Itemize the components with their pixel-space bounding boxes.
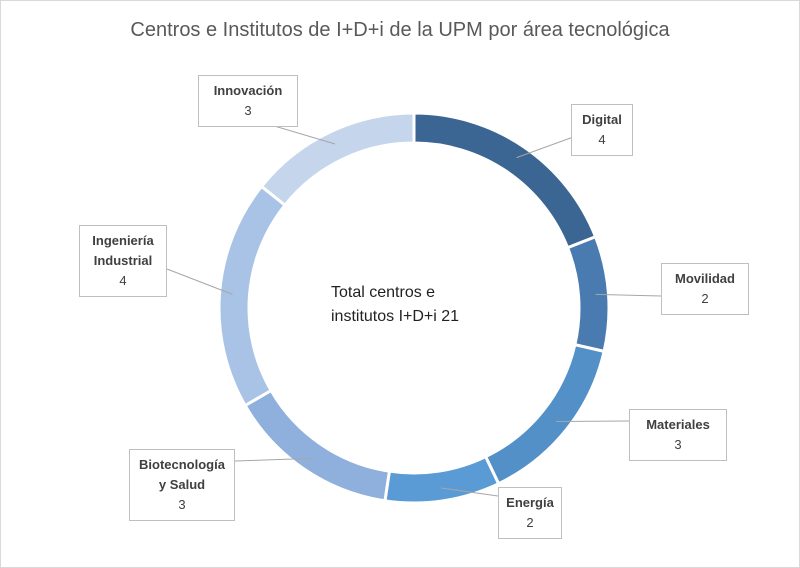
leader-line — [516, 135, 577, 159]
value-label: 3 — [674, 437, 682, 452]
value-label: 2 — [526, 515, 534, 530]
leader-line — [270, 124, 336, 145]
data-label: Innovación 3 — [198, 75, 298, 127]
category-label: Innovación — [213, 83, 283, 98]
donut-slice — [412, 111, 598, 250]
category-label: Ingeniería Industrial — [92, 233, 154, 268]
donut-slice — [259, 111, 416, 208]
category-label: Biotecnología y Salud — [139, 457, 225, 492]
value-label: 2 — [701, 291, 709, 306]
leader-line — [234, 457, 312, 462]
category-label: Energía — [506, 495, 554, 510]
category-label: Materiales — [646, 417, 710, 432]
data-label: Digital 4 — [571, 104, 633, 156]
donut-slice — [383, 454, 501, 505]
leader-line — [595, 293, 662, 297]
data-label: Biotecnología y Salud 3 — [129, 449, 235, 521]
value-label: 3 — [178, 497, 186, 512]
value-label: 4 — [598, 132, 606, 147]
value-label: 4 — [119, 273, 127, 288]
donut-slice — [217, 184, 288, 408]
donut-slice — [243, 388, 392, 503]
category-label: Digital — [582, 112, 622, 127]
data-label: Energía 2 — [498, 487, 562, 539]
data-label: Movilidad 2 — [661, 263, 749, 315]
leader-line — [441, 487, 499, 497]
donut-slice — [483, 342, 606, 486]
leader-line — [166, 268, 233, 295]
donut-slice — [565, 234, 611, 354]
value-label: 3 — [244, 103, 252, 118]
category-label: Movilidad — [675, 271, 735, 286]
center-text: Total centros e institutos I+D+i 21 — [331, 284, 460, 325]
chart-title: Centros e Institutos de I+D+i de la UPM … — [130, 19, 670, 41]
data-label: Ingeniería Industrial 4 — [79, 225, 167, 297]
data-label: Materiales 3 — [629, 409, 727, 461]
